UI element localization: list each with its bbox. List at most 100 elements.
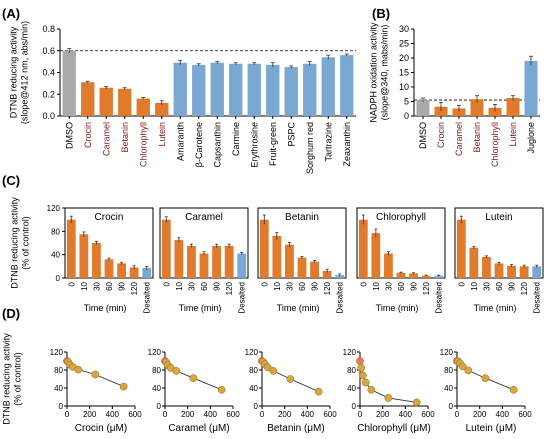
x-category-label: DMSO: [418, 122, 428, 149]
y-tick-label: 25: [399, 39, 409, 49]
y-tick-label: 0.8: [42, 24, 55, 34]
data-point: [74, 365, 83, 374]
data-point: [412, 398, 421, 407]
bar-10: [174, 240, 184, 278]
data-point: [357, 363, 365, 372]
x-category-label: 90: [311, 281, 320, 290]
x-category-label: Amaranth: [175, 122, 185, 161]
x-category-label: Crocin: [436, 122, 446, 148]
bar-120: [224, 245, 234, 278]
x-tick-label: 200: [278, 410, 292, 419]
y-axis-title-line-0: DTNB reducing activity: [10, 197, 20, 289]
bar-120: [421, 275, 431, 278]
x-tick-label: 200: [181, 410, 195, 419]
bar-erythrosine: [247, 63, 261, 116]
x-category-label: Desalted: [336, 282, 345, 314]
bar-desalted: [142, 268, 152, 278]
bar-120: [129, 267, 139, 278]
bar-dmso: [62, 50, 76, 116]
time-course-subplot-chlorophyll: Chlorophyll 0 10 30 60 90 120 Desalted Time (min…: [356, 207, 446, 314]
x-tick-label: 0: [260, 410, 265, 419]
x-category-label: 0: [457, 281, 466, 286]
x-category-label: 60: [397, 281, 406, 290]
subplot-title: Caramel: [185, 212, 223, 223]
x-tick-label: 200: [376, 410, 390, 419]
bar-desalted: [335, 275, 345, 278]
x-category-label: 120: [130, 281, 139, 295]
x-tick-label: 400: [301, 410, 315, 419]
y-tick-label: 120: [148, 348, 162, 357]
x-category-label: Capsanthin: [212, 122, 222, 168]
x-axis-title: Time (min): [474, 303, 517, 313]
panel-letter-a: (A): [2, 6, 20, 21]
x-category-label: Desalted: [435, 282, 444, 314]
x-category-label: Desalted: [238, 282, 247, 314]
x-category-label: 30: [482, 281, 491, 290]
data-point: [481, 374, 490, 382]
y-tick-label: 0: [254, 402, 259, 411]
dose-response-subplot-2: 0 40 80 120 0 200 400 600 Betanin (μM): [245, 348, 338, 434]
subplot-title: Crocin: [95, 212, 124, 223]
bar-0: [161, 219, 171, 278]
x-axis-title: Caramel (μM): [168, 423, 229, 434]
y-tick-label: 0.0: [42, 111, 55, 121]
bar-crocin: [434, 106, 448, 116]
y-tick-label: 15: [399, 68, 409, 78]
bar-crocin: [81, 82, 95, 116]
bar-60: [199, 253, 209, 278]
y-tick-label: 120: [245, 348, 259, 357]
x-category-label: 60: [105, 281, 114, 290]
bar-zeaxanthin: [340, 55, 354, 116]
y-tick-label: 0: [449, 402, 454, 411]
y-tick-label: 40: [51, 251, 60, 260]
bar-30: [285, 244, 294, 278]
bar-0: [66, 219, 76, 278]
y-tick-label: 120: [47, 204, 61, 213]
bar-lutein: [155, 102, 169, 116]
bar-30: [187, 245, 196, 278]
y-tick-label: 0: [404, 111, 409, 121]
data-point: [189, 374, 198, 382]
x-category-label: Sorghum red: [305, 122, 315, 174]
x-category-label: Erythrosine: [249, 122, 259, 168]
bar-60: [396, 272, 406, 278]
bar-dmso: [416, 100, 430, 116]
x-tick-label: 600: [518, 410, 532, 419]
y-tick-label: 80: [51, 227, 60, 236]
x-axis-title: Chlorophyll (μM): [357, 423, 431, 434]
dose-response-subplot-1: 0 40 80 120 0 200 400 600 Caramel (μM): [148, 348, 241, 434]
x-category-label: PSPC: [286, 122, 296, 147]
y-tick-label: 30: [399, 24, 409, 34]
x-category-label: Fruit-green: [268, 122, 278, 166]
x-category-label: 10: [273, 281, 282, 290]
subplot-title: Chlorophyll: [376, 212, 426, 223]
panel-letter-b: (B): [372, 6, 390, 21]
y-tick-label: 0.4: [42, 68, 55, 78]
y-tick-label: 40: [152, 384, 161, 393]
data-point: [384, 394, 393, 402]
bar-carmine: [229, 63, 243, 116]
bar-caramel: [452, 108, 466, 116]
x-category-label: Chlorophyll: [490, 122, 500, 167]
y-tick-label: 120: [343, 348, 357, 357]
x-category-label: Desalted: [533, 282, 542, 314]
x-category-label: Crocin: [83, 122, 93, 148]
x-category-label: 30: [384, 281, 393, 290]
x-tick-label: 400: [106, 410, 120, 419]
x-category-label: 120: [422, 281, 431, 295]
y-tick-label: 80: [347, 366, 356, 375]
bar-tartrazine: [321, 57, 335, 116]
dose-response-subplot-3: 0 40 80 120 0 200 400 600 Chlorophyll (μM): [343, 348, 436, 434]
bar-betanin: [470, 99, 484, 116]
bar-chlorophyll: [136, 98, 150, 116]
x-category-label: Tartrazine: [323, 122, 333, 162]
x-category-label: 30: [285, 281, 294, 290]
panel-letter-d: (D): [2, 306, 20, 321]
x-tick-label: 600: [323, 410, 337, 419]
